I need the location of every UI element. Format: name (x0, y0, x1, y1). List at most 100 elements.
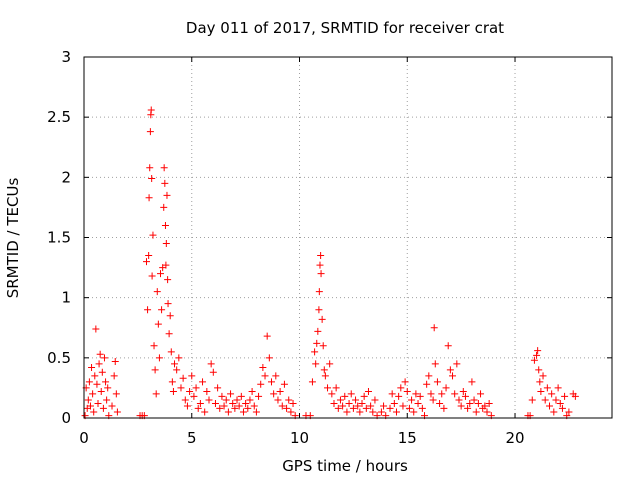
data-point (367, 402, 375, 410)
axis-ticks: 0 5 10 15 20 0 0.5 1 1.5 2 2.5 3 (47, 48, 612, 447)
data-point (242, 400, 250, 408)
data-point (317, 270, 325, 278)
data-point (328, 390, 336, 398)
data-point (179, 374, 187, 382)
data-point (319, 342, 327, 350)
data-point (430, 324, 438, 332)
data-point (88, 363, 96, 371)
data-point (550, 408, 558, 416)
data-point (410, 408, 418, 416)
data-point (313, 339, 321, 347)
data-point (332, 384, 340, 392)
data-point (530, 356, 538, 364)
data-point (461, 392, 469, 400)
data-point (408, 396, 416, 404)
x-tick-label: 5 (187, 429, 197, 447)
data-point (276, 388, 284, 396)
data-point (442, 384, 450, 392)
data-point (446, 366, 454, 374)
data-point (146, 164, 154, 172)
data-point (423, 380, 431, 388)
data-point (194, 404, 202, 412)
data-point (481, 402, 489, 410)
data-point (474, 400, 482, 408)
data-point (250, 402, 258, 410)
data-point (274, 396, 282, 404)
data-point (265, 354, 273, 362)
data-point (470, 396, 478, 404)
y-tick-label: 0 (61, 409, 71, 427)
data-point (536, 378, 544, 386)
data-point (535, 366, 543, 374)
data-point (347, 390, 355, 398)
data-point (199, 378, 207, 386)
data-point (466, 400, 474, 408)
x-tick-label: 0 (79, 429, 89, 447)
data-point (431, 360, 439, 368)
data-point (164, 300, 172, 308)
data-point (397, 384, 405, 392)
data-point (145, 194, 153, 202)
data-point (112, 390, 120, 398)
data-point (283, 404, 291, 412)
data-point (349, 404, 357, 412)
data-point (98, 368, 106, 376)
data-point (146, 128, 154, 136)
data-point (168, 378, 176, 386)
data-point (336, 396, 344, 404)
data-point (205, 396, 213, 404)
data-point (308, 378, 316, 386)
data-point (169, 388, 177, 396)
y-tick-label: 2.5 (47, 108, 71, 126)
data-point (534, 347, 542, 355)
data-point (360, 392, 368, 400)
data-point (459, 388, 467, 396)
data-point (403, 388, 411, 396)
data-point (315, 288, 323, 296)
data-points (81, 106, 579, 420)
data-point (449, 372, 457, 380)
data-point (317, 252, 325, 260)
data-point (181, 396, 189, 404)
data-point (211, 400, 219, 408)
data-point (455, 396, 463, 404)
data-point (315, 306, 323, 314)
data-point (102, 378, 110, 386)
data-point (192, 384, 200, 392)
data-point (144, 306, 152, 314)
data-point (188, 372, 196, 380)
data-point (388, 390, 396, 398)
data-point (468, 378, 476, 386)
data-point (552, 396, 560, 404)
data-point (103, 396, 111, 404)
data-point (280, 380, 288, 388)
data-point (162, 261, 170, 269)
y-tick-label: 0.5 (47, 349, 71, 367)
data-point (405, 404, 413, 412)
data-point (472, 408, 480, 416)
data-point (186, 388, 194, 396)
data-point (453, 360, 461, 368)
data-point (438, 390, 446, 398)
data-point (318, 315, 326, 323)
data-point (237, 392, 245, 400)
data-point (263, 332, 271, 340)
data-point (233, 396, 241, 404)
data-point (341, 392, 349, 400)
data-point (390, 400, 398, 408)
data-point (554, 384, 562, 392)
data-point (261, 372, 269, 380)
data-point (155, 354, 163, 362)
data-point (565, 408, 573, 416)
data-point (113, 408, 121, 416)
data-point (177, 384, 185, 392)
data-point (97, 388, 105, 396)
data-point (229, 400, 237, 408)
data-point (364, 388, 372, 396)
data-point (147, 106, 155, 114)
data-point (356, 408, 364, 416)
data-point (160, 203, 168, 211)
data-point (227, 390, 235, 398)
data-point (556, 400, 564, 408)
